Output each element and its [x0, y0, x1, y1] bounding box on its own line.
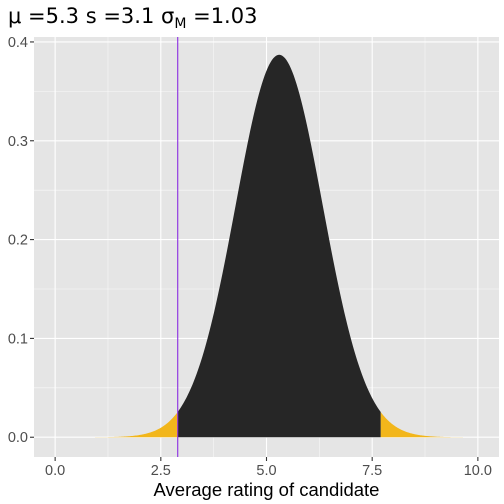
y-tick-label: 0.1	[8, 331, 28, 347]
tick-labels: 0.0 2.5 5.0 7.5 10.0 0.0 0.1 0.2 0.3 0.4	[8, 35, 492, 479]
lower-tail-area	[55, 411, 178, 438]
y-tick-label: 0.4	[8, 35, 28, 51]
chart-title: μ =5.3 s =3.1 σM =1.03	[8, 4, 257, 32]
y-tick-label: 0.3	[8, 134, 28, 150]
center-density-area	[177, 54, 381, 438]
density-areas	[55, 54, 478, 438]
x-tick-label: 0.0	[45, 463, 65, 479]
upper-tail-area	[380, 411, 478, 438]
y-tick-label: 0.0	[8, 430, 28, 446]
title-mean-sd-text: =5.3 s =3.1	[21, 4, 161, 28]
axis-ticks	[30, 41, 479, 461]
x-tick-label: 10.0	[464, 463, 492, 479]
x-tick-label: 2.5	[151, 463, 171, 479]
title-mu-symbol: μ	[8, 4, 21, 28]
x-tick-label: 5.0	[256, 463, 276, 479]
x-axis-title: Average rating of candidate	[154, 479, 380, 500]
title-sigma-value-text: =1.03	[186, 4, 257, 28]
y-tick-label: 0.2	[8, 233, 28, 249]
title-sigma-subscript: M	[174, 16, 186, 32]
title-sigma-symbol: σ	[161, 4, 174, 28]
x-tick-label: 7.5	[362, 463, 382, 479]
